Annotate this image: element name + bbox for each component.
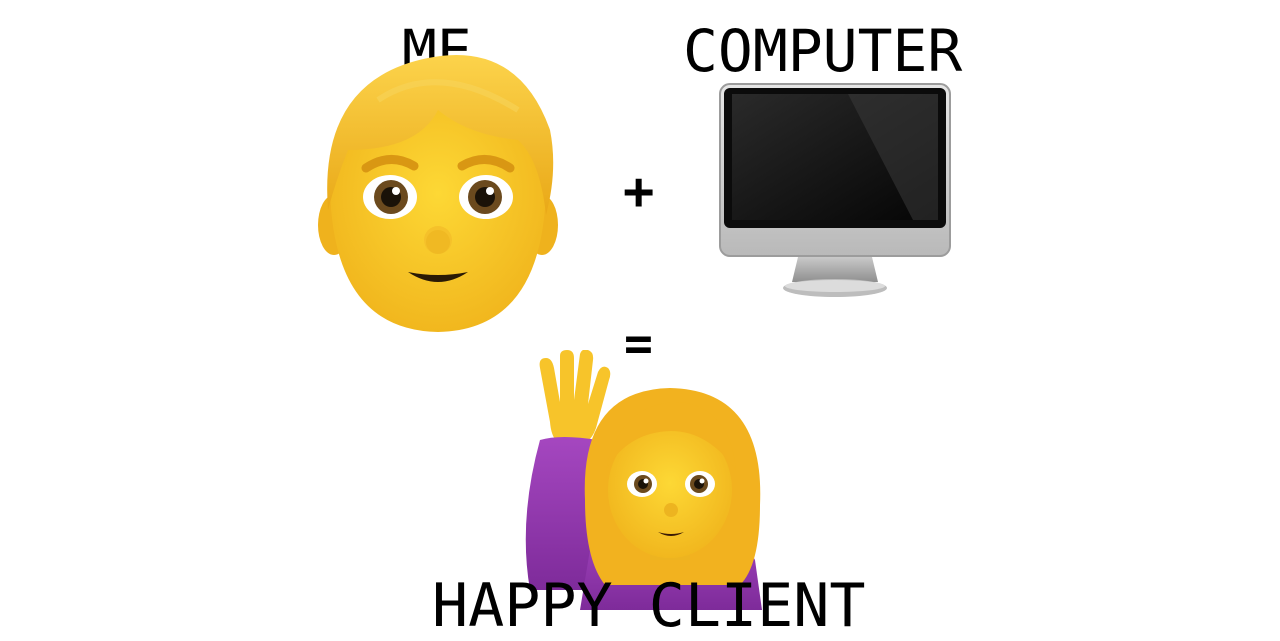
man-emoji-icon bbox=[318, 40, 558, 335]
computer-label: COMPUTER bbox=[683, 22, 962, 80]
desktop-computer-icon bbox=[718, 82, 952, 302]
happy-client-label: HAPPY CLIENT bbox=[432, 576, 865, 636]
plus-operator: + bbox=[623, 166, 654, 218]
